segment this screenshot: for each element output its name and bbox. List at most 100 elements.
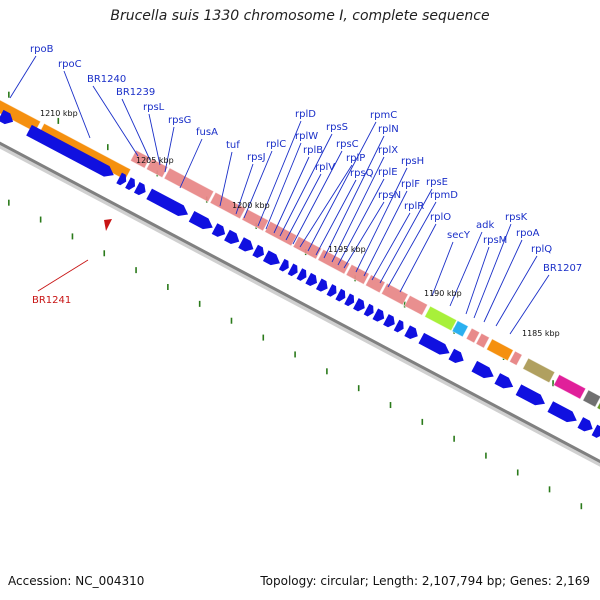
genome-summary-text: Topology: circular; Length: 2,107,794 bp… — [260, 574, 590, 588]
cds-arrow-feature — [224, 229, 240, 244]
gene-label-BR1241: BR1241 — [32, 295, 71, 306]
gene-label-BR1207: BR1207 — [543, 263, 582, 274]
leader-rplR — [371, 212, 411, 281]
map-title: Brucella suis 1330 chromosome I, complet… — [110, 8, 490, 24]
leader-rplN — [323, 135, 385, 259]
kbp-marker-label: 1195 kbp — [328, 245, 366, 254]
ribosomal-gene-feature — [129, 149, 151, 169]
ribosomal-gene-feature — [345, 263, 370, 285]
label-leaders-layer — [9, 55, 550, 335]
leader-adk — [449, 231, 483, 307]
cds-arrow-feature — [26, 124, 114, 177]
leader-BR1241 — [37, 259, 89, 292]
leader-rplB — [273, 156, 310, 234]
backbone-layer — [0, 141, 600, 467]
gene-label-rplP: rplP — [346, 153, 365, 164]
ribosomal-gene-feature — [364, 274, 386, 294]
leader-tuf — [219, 151, 233, 207]
gene-label-rpoB: rpoB — [30, 44, 54, 55]
cds-arrow-feature — [262, 250, 280, 266]
cds-arrow-feature — [353, 298, 365, 312]
gene-label-rpmC: rpmC — [370, 110, 397, 121]
cds-arrow-feature — [393, 319, 404, 333]
cds-arrow-feature — [418, 332, 450, 355]
leader-rplV — [285, 173, 322, 241]
gene-label-rpsH: rpsH — [401, 156, 424, 167]
feature-layer — [0, 99, 600, 438]
cds-arrow-feature — [547, 401, 577, 423]
leader-rpoA — [483, 239, 523, 323]
kbp-labels-layer: 1210 kbp 1205 kbp 1200 kbp 1195 kbp 1190 kbp… — [40, 109, 560, 338]
cds-arrow-feature — [591, 424, 600, 438]
leader-rplE — [337, 178, 385, 266]
cds-arrow-feature — [494, 373, 514, 389]
cds-arrow-feature — [315, 278, 328, 292]
secY-feature — [424, 305, 458, 332]
gene-label-secY: secY — [447, 230, 471, 241]
gene-label-rplD: rplD — [295, 109, 316, 120]
cds-arrow-feature — [383, 314, 395, 328]
leader-rpsJ — [235, 163, 254, 215]
cds-arrow-feature — [133, 182, 146, 196]
gene-label-rplN: rplN — [378, 124, 399, 135]
kbp-marker-label: 1185 kbp — [522, 329, 560, 338]
leader-rplO — [399, 223, 437, 293]
leader-rplW — [265, 142, 302, 230]
accession-text: Accession: NC_004310 — [8, 574, 145, 588]
cds-arrow-feature — [287, 263, 298, 277]
leader-rplX — [331, 156, 385, 263]
ribosomal-gene-feature — [380, 282, 409, 306]
leader-rpsM — [465, 246, 490, 315]
gene-label-rplW: rplW — [295, 131, 318, 142]
cds-arrow-feature — [0, 109, 14, 125]
gene-feature-magenta — [553, 373, 587, 400]
kbp-marker-label: 1200 kbp — [232, 201, 270, 210]
ribosomal-gene-feature — [163, 167, 215, 203]
cds-arrow-feature — [335, 288, 346, 302]
cds-arrow-feature — [577, 417, 593, 432]
gene-label-rpsC: rpsC — [336, 139, 359, 150]
leader-rpoB — [9, 55, 37, 99]
leader-secY — [431, 241, 454, 297]
gene-label-rpsQ: rpsQ — [350, 168, 374, 179]
leader-rpmC — [307, 121, 377, 252]
cds-arrow-feature — [363, 303, 374, 317]
cds-arrow-feature — [471, 360, 494, 379]
backbone-line — [0, 141, 600, 464]
gene-label-rplB: rplB — [303, 145, 323, 156]
leader-rplF — [363, 190, 408, 277]
gene-label-rpsL: rpsL — [143, 102, 165, 113]
gene-label-rpsS: rpsS — [326, 122, 348, 133]
gene-label-rplE: rplE — [378, 167, 398, 178]
cds-arrow-feature — [326, 284, 337, 297]
cds-arrow-feature — [448, 348, 464, 363]
kbp-marker-label: 1210 kbp — [40, 109, 78, 118]
ribosomal-gene-feature — [241, 208, 270, 232]
gene-label-rplO: rplO — [430, 212, 451, 223]
leader-rpsH — [355, 167, 408, 273]
gene-label-BR1240: BR1240 — [87, 74, 126, 85]
gene-label-rpsM: rpsM — [483, 235, 507, 246]
cds-arrow-feature — [116, 172, 127, 186]
cds-arrow-feature — [404, 325, 418, 340]
rpsM-feature — [465, 327, 481, 344]
gene-labels-layer: rpoBrpoCBR1240BR1239rpsLrpsGfusAtufrpsJr… — [30, 44, 582, 306]
leader-fusA — [179, 138, 203, 189]
gene-label-rplV: rplV — [315, 162, 335, 173]
leader-rpsQ — [315, 179, 357, 256]
cds-arrow-feature — [125, 177, 136, 190]
leader-rpsG — [164, 126, 175, 173]
gene-label-rplC: rplC — [266, 139, 286, 150]
leader-rplC — [243, 150, 273, 219]
leader-rpoC — [63, 70, 91, 139]
gene-label-rplF: rplF — [401, 179, 420, 190]
cds-arrow-feature — [372, 308, 385, 322]
gene-label-rpsE: rpsE — [426, 177, 448, 188]
gene-label-rpsK: rpsK — [505, 212, 528, 223]
BR1207-feature — [522, 357, 556, 384]
leader-rplD — [257, 120, 302, 227]
ribosomal-gene-feature — [145, 158, 169, 179]
gene-label-rpoA: rpoA — [516, 228, 540, 239]
leader-rplQ — [495, 255, 538, 327]
